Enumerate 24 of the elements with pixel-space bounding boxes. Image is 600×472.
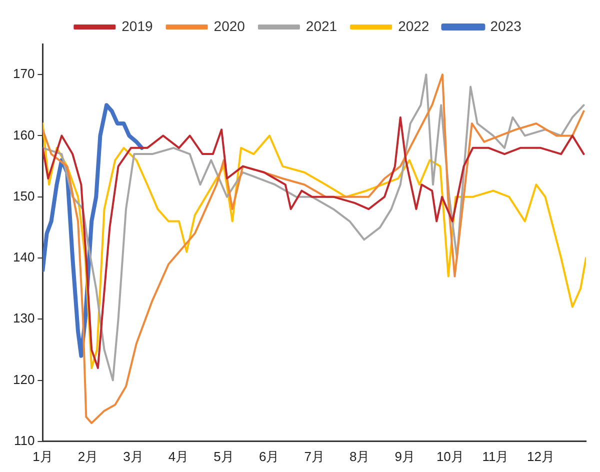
- x-tick-label: 10月: [436, 448, 464, 464]
- legend-label: 2021: [306, 18, 338, 34]
- x-tick-label: 2月: [78, 448, 98, 464]
- legend-label: 2023: [490, 18, 522, 34]
- x-tick-label: 6月: [258, 448, 280, 464]
- y-tick-label: 120: [12, 372, 35, 387]
- x-tick-label: 7月: [304, 448, 324, 464]
- legend-label: 2019: [122, 18, 153, 34]
- legend-label: 2022: [398, 18, 430, 34]
- y-tick-label: 140: [12, 250, 35, 265]
- y-tick-label: 160: [12, 127, 35, 142]
- x-tick-label: 3月: [123, 448, 144, 464]
- y-tick-label: 110: [14, 432, 35, 448]
- y-tick-label: 150: [12, 188, 35, 204]
- x-tick-label: 11月: [482, 448, 509, 464]
- y-tick-label: 130: [12, 310, 35, 326]
- x-tick-label: 12月: [526, 448, 554, 464]
- legend-label: 2020: [214, 18, 246, 34]
- y-tick-label: 170: [12, 66, 35, 82]
- x-tick-label: 4月: [168, 448, 189, 464]
- x-tick-label: 9月: [394, 448, 416, 464]
- x-tick-label: 8月: [350, 448, 370, 464]
- x-tick-label: 5月: [214, 448, 234, 464]
- x-tick-label: 1月: [32, 448, 53, 464]
